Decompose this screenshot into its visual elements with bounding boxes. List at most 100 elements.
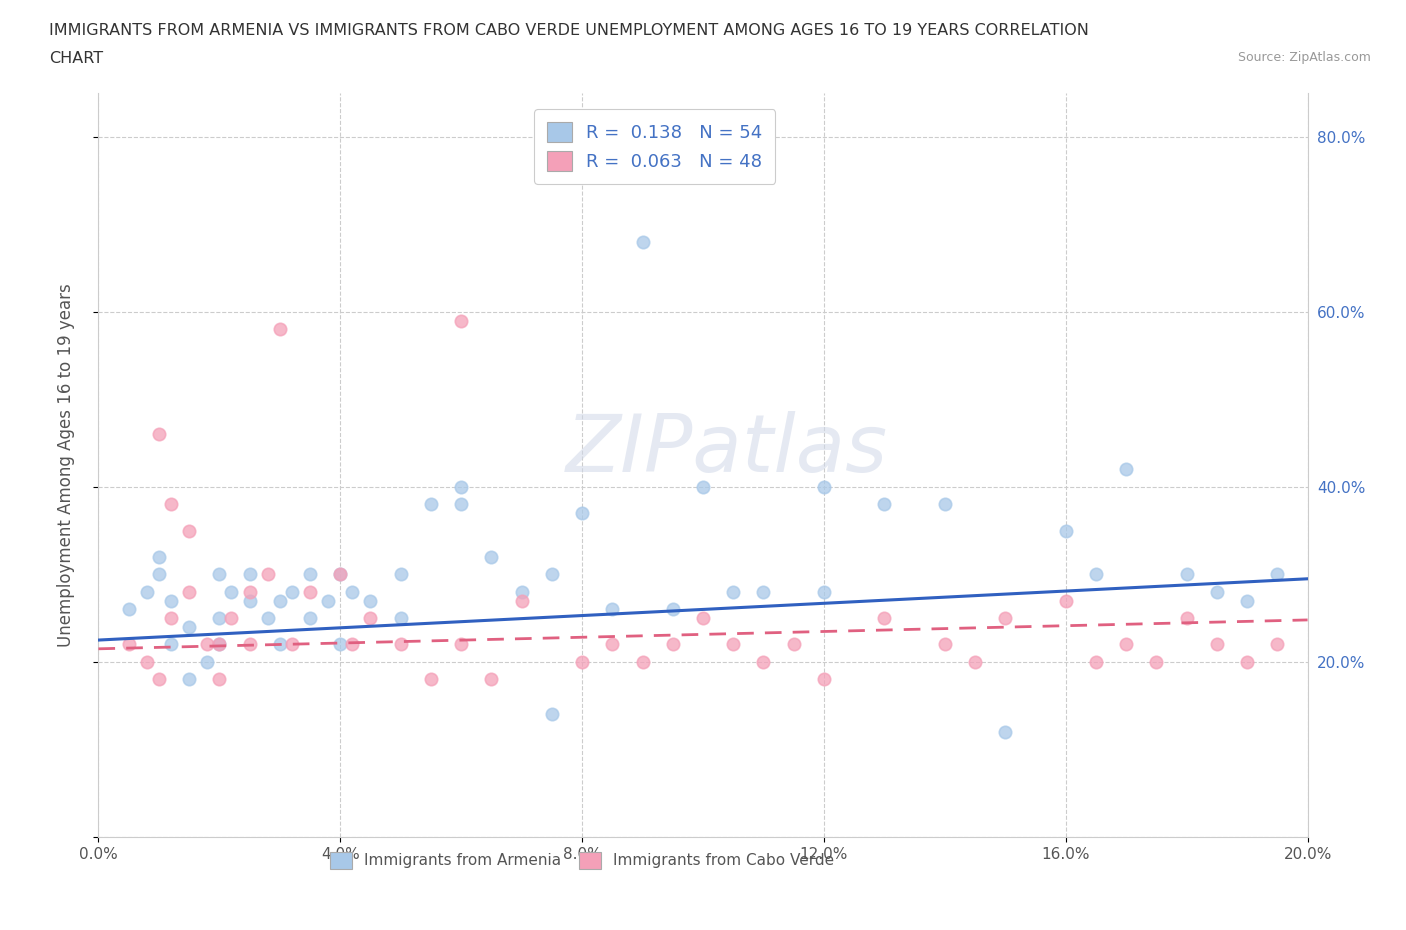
Point [450, 313, 472, 328]
Point [299, 567, 322, 582]
Point [994, 611, 1017, 626]
Point [148, 550, 170, 565]
Point [360, 593, 382, 608]
Point [450, 497, 472, 512]
Point [239, 584, 262, 599]
Point [389, 637, 412, 652]
Point [661, 602, 683, 617]
Point [269, 637, 291, 652]
Point [389, 611, 412, 626]
Legend: Immigrants from Armenia, Immigrants from Cabo Verde: Immigrants from Armenia, Immigrants from… [321, 843, 844, 878]
Point [1115, 637, 1137, 652]
Point [118, 602, 141, 617]
Point [118, 637, 141, 652]
Point [179, 672, 201, 687]
Point [148, 672, 170, 687]
Point [256, 611, 278, 626]
Y-axis label: Unemployment Among Ages 16 to 19 years: Unemployment Among Ages 16 to 19 years [56, 283, 75, 647]
Point [1085, 567, 1108, 582]
Point [208, 637, 231, 652]
Point [752, 655, 775, 670]
Point [208, 637, 231, 652]
Point [221, 584, 243, 599]
Point [752, 584, 775, 599]
Point [813, 584, 835, 599]
Point [934, 637, 956, 652]
Point [195, 637, 218, 652]
Point [179, 524, 201, 538]
Point [1115, 462, 1137, 477]
Point [602, 602, 624, 617]
Point [934, 497, 956, 512]
Point [723, 584, 745, 599]
Point [510, 584, 533, 599]
Point [269, 593, 291, 608]
Point [179, 584, 201, 599]
Point [1236, 655, 1258, 670]
Point [135, 655, 157, 670]
Point [389, 567, 412, 582]
Point [1267, 637, 1289, 652]
Point [571, 655, 593, 670]
Point [208, 611, 231, 626]
Point [239, 637, 262, 652]
Point [813, 672, 835, 687]
Point [631, 655, 654, 670]
Point [965, 655, 987, 670]
Text: CHART: CHART [49, 51, 103, 66]
Point [316, 593, 339, 608]
Point [873, 611, 896, 626]
Point [208, 567, 231, 582]
Point [420, 497, 443, 512]
Point [602, 637, 624, 652]
Point [195, 655, 218, 670]
Point [813, 480, 835, 495]
Point [571, 506, 593, 521]
Point [342, 584, 364, 599]
Point [179, 619, 201, 634]
Point [692, 611, 714, 626]
Point [329, 567, 352, 582]
Point [1236, 593, 1258, 608]
Point [631, 234, 654, 249]
Text: Source: ZipAtlas.com: Source: ZipAtlas.com [1237, 51, 1371, 64]
Point [160, 497, 183, 512]
Point [1085, 655, 1108, 670]
Point [723, 637, 745, 652]
Point [160, 637, 183, 652]
Point [299, 584, 322, 599]
Point [299, 611, 322, 626]
Point [692, 480, 714, 495]
Point [281, 637, 304, 652]
Point [873, 497, 896, 512]
Point [1054, 524, 1077, 538]
Point [1206, 637, 1229, 652]
Point [540, 567, 562, 582]
Point [450, 637, 472, 652]
Point [148, 567, 170, 582]
Point [329, 567, 352, 582]
Point [1267, 567, 1289, 582]
Point [160, 611, 183, 626]
Point [342, 637, 364, 652]
Point [1175, 567, 1198, 582]
Point [329, 637, 352, 652]
Point [540, 707, 562, 722]
Point [221, 611, 243, 626]
Point [281, 584, 304, 599]
Point [148, 427, 170, 442]
Point [783, 637, 806, 652]
Point [510, 593, 533, 608]
Point [135, 584, 157, 599]
Point [994, 724, 1017, 739]
Point [481, 672, 503, 687]
Point [256, 567, 278, 582]
Point [269, 322, 291, 337]
Point [1175, 611, 1198, 626]
Point [661, 637, 683, 652]
Text: IMMIGRANTS FROM ARMENIA VS IMMIGRANTS FROM CABO VERDE UNEMPLOYMENT AMONG AGES 16: IMMIGRANTS FROM ARMENIA VS IMMIGRANTS FR… [49, 23, 1090, 38]
Point [1054, 593, 1077, 608]
Text: ZIPatlas: ZIPatlas [567, 411, 889, 489]
Point [1206, 584, 1229, 599]
Point [360, 611, 382, 626]
